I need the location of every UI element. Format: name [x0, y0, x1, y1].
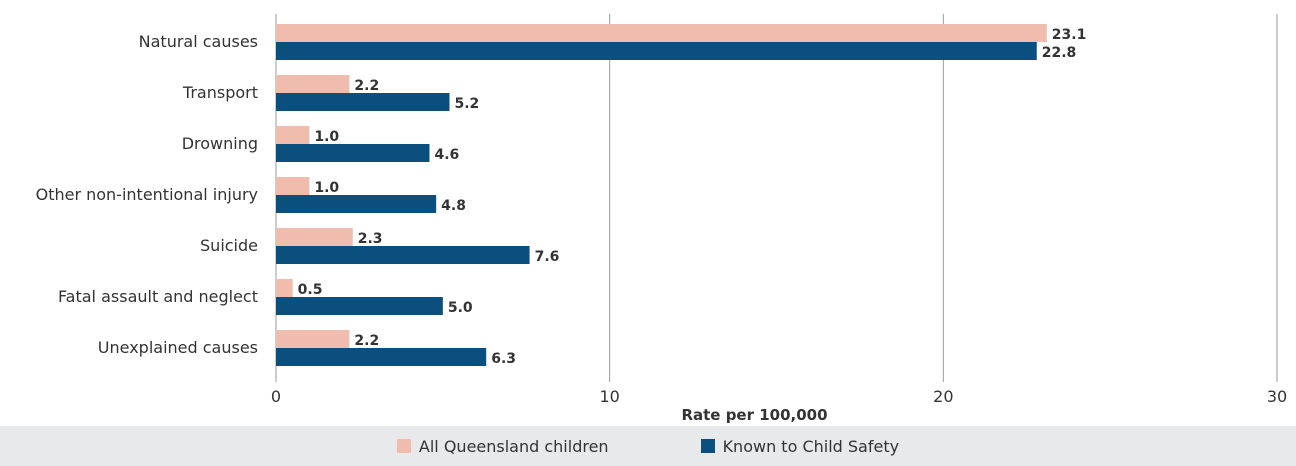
- bars: [276, 24, 1047, 366]
- bar-drowning-series-0: [276, 126, 310, 144]
- legend-item-all-queensland: All Queensland children: [396, 436, 609, 456]
- category-label-drowning: Drowning: [182, 134, 258, 153]
- bar-unexplained-causes-series-1: [276, 348, 487, 366]
- labels: 0 10 20 30 Natural causes 23.1 22.8 Transport 2.…: [36, 27, 1288, 406]
- value-label-drowning-series-0: 1.0: [314, 129, 339, 145]
- x-tick-label-30: 30: [1267, 387, 1287, 406]
- value-label-fatal-assault-and-neglect-series-0: 0.5: [298, 282, 323, 298]
- x-tick-label-20: 20: [933, 387, 953, 406]
- bar-suicide-series-0: [276, 228, 353, 246]
- x-tick-label-10: 10: [599, 387, 619, 406]
- category-label-fatal-assault-and-neglect: Fatal assault and neglect: [58, 287, 258, 306]
- bar-fatal-assault-and-neglect-series-0: [276, 279, 293, 297]
- value-label-other-non-intentional-injury-series-0: 1.0: [314, 180, 339, 196]
- category-label-natural-causes: Natural causes: [139, 32, 258, 51]
- category-label-unexplained-causes: Unexplained causes: [98, 338, 258, 357]
- category-label-suicide: Suicide: [200, 236, 258, 255]
- value-label-natural-causes-series-0: 23.1: [1052, 27, 1087, 43]
- bar-unexplained-causes-series-0: [276, 330, 350, 348]
- value-label-drowning-series-1: 4.6: [434, 147, 459, 163]
- bar-other-non-intentional-injury-series-1: [276, 195, 437, 213]
- bar-natural-causes-series-0: [276, 24, 1047, 42]
- category-label-other-non-intentional-injury: Other non-intentional injury: [36, 185, 258, 204]
- value-label-transport-series-1: 5.2: [455, 96, 480, 112]
- value-label-fatal-assault-and-neglect-series-1: 5.0: [448, 300, 473, 316]
- bar-suicide-series-1: [276, 246, 530, 264]
- x-axis-title: Rate per 100,000: [681, 406, 827, 424]
- legend: All Queensland children Known to Child S…: [0, 426, 1296, 466]
- value-label-other-non-intentional-injury-series-1: 4.8: [441, 198, 466, 214]
- x-tick-label-0: 0: [271, 387, 281, 406]
- legend-label-all-queensland: All Queensland children: [418, 436, 609, 456]
- value-label-suicide-series-0: 2.3: [358, 231, 383, 247]
- category-label-transport: Transport: [182, 83, 258, 102]
- value-label-unexplained-causes-series-0: 2.2: [354, 333, 379, 349]
- value-label-natural-causes-series-1: 22.8: [1042, 45, 1077, 61]
- value-label-unexplained-causes-series-1: 6.3: [491, 351, 516, 367]
- bar-other-non-intentional-injury-series-0: [276, 177, 310, 195]
- bar-fatal-assault-and-neglect-series-1: [276, 297, 443, 315]
- legend-swatch-all-queensland: [396, 439, 411, 453]
- bar-chart: 0 10 20 30 Natural causes 23.1 22.8 Transport 2.…: [36, 14, 1288, 424]
- legend-swatch-known-to-child-safety: [700, 439, 715, 453]
- bar-transport-series-1: [276, 93, 450, 111]
- bar-natural-causes-series-1: [276, 42, 1037, 60]
- value-label-transport-series-0: 2.2: [354, 78, 379, 94]
- legend-item-known-to-child-safety: Known to Child Safety: [700, 436, 900, 456]
- legend-label-known-to-child-safety: Known to Child Safety: [722, 436, 900, 456]
- bar-transport-series-0: [276, 75, 350, 93]
- value-label-suicide-series-1: 7.6: [535, 249, 560, 265]
- bar-drowning-series-1: [276, 144, 430, 162]
